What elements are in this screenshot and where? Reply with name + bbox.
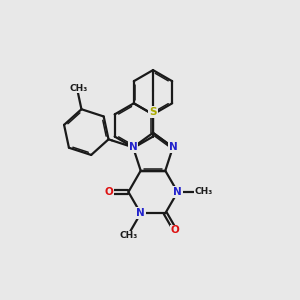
Text: CH₃: CH₃ (120, 231, 138, 240)
Text: O: O (171, 225, 179, 235)
Text: N: N (129, 142, 137, 152)
Text: O: O (104, 187, 113, 197)
Text: N: N (169, 142, 177, 152)
Text: CH₃: CH₃ (195, 188, 213, 196)
Text: N: N (136, 208, 145, 218)
Text: S: S (149, 107, 157, 117)
Text: N: N (173, 187, 182, 197)
Text: CH₃: CH₃ (70, 84, 88, 93)
